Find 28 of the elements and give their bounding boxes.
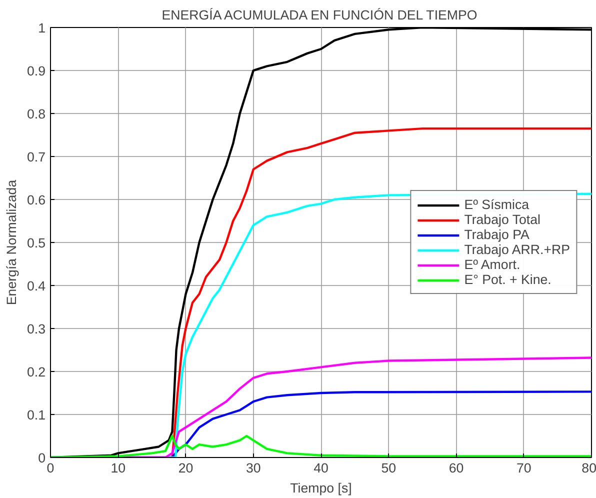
y-tick-label: 0.7	[26, 150, 46, 164]
chart-title: ENERGÍA ACUMULADA EN FUNCIÓN DEL TIEMPO	[162, 8, 478, 22]
x-tick-label: 50	[381, 460, 396, 476]
y-tick-label: 0.3	[26, 322, 46, 336]
x-tick-label: 40	[314, 460, 328, 476]
y-tick-label: 0.6	[26, 192, 46, 208]
x-tick-label: 80	[582, 460, 596, 476]
y-tick-label: 0	[38, 450, 46, 466]
y-tick-label: 0.1	[26, 408, 46, 422]
legend-label: Eº Amort.	[464, 257, 520, 272]
x-tick-label: 20	[178, 460, 194, 476]
legend-label: Trabajo PA	[464, 227, 530, 242]
legend-label: E° Pot. + Kine.	[464, 272, 552, 287]
y-axis-title: Energía Normalizada	[4, 179, 19, 306]
legend-label: Trabajo Total	[464, 212, 540, 227]
y-tick-label: 0.4	[26, 278, 46, 294]
legend-label: Trabajo ARR.+RP	[464, 242, 570, 257]
legend-label: Eº Sísmica	[464, 197, 530, 212]
x-tick-label: 60	[448, 460, 464, 476]
x-tick-label: 30	[246, 460, 261, 476]
x-axis-title: Tiempo [s]	[290, 480, 352, 496]
x-tick-label: 70	[516, 460, 532, 476]
y-tick-label: 1	[38, 20, 46, 36]
y-tick-label: 0.8	[26, 106, 46, 122]
y-tick-label: 0.9	[26, 64, 46, 78]
y-tick-label: 0.2	[26, 364, 46, 380]
y-tick-label: 0.5	[26, 236, 46, 250]
x-tick-label: 10	[110, 460, 126, 476]
